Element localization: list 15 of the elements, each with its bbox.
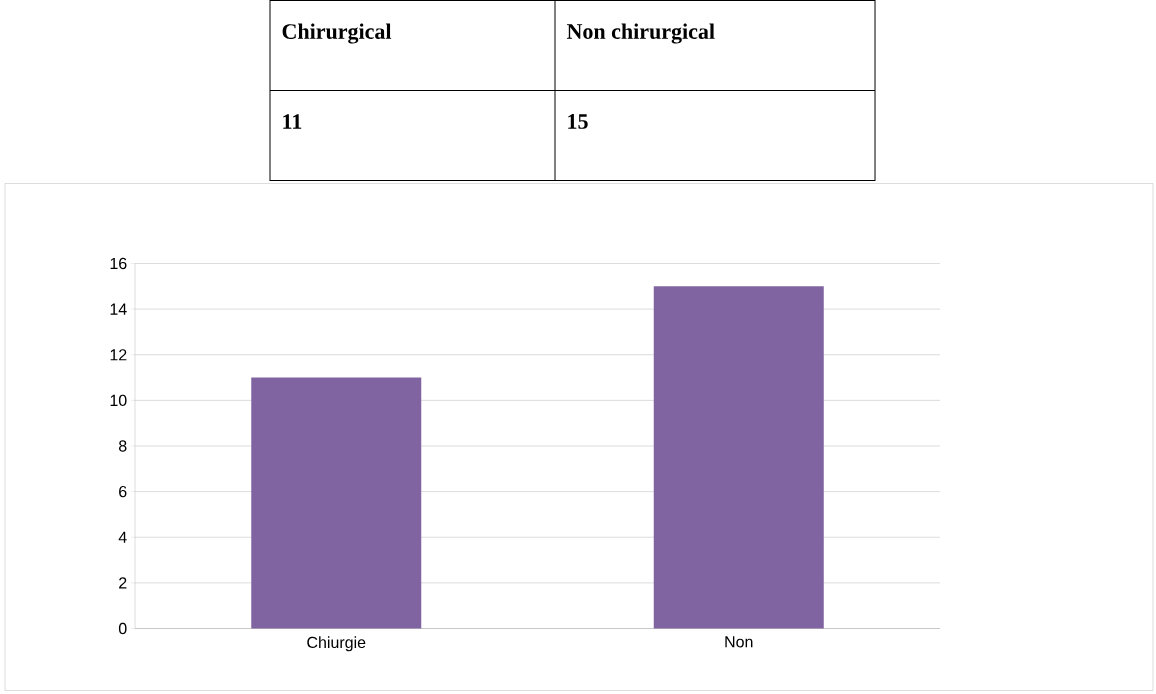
y-tick-label: 4 — [118, 531, 127, 543]
y-tick-label: 2 — [119, 577, 127, 589]
y-tick-label: 16 — [110, 258, 127, 270]
y-tick-label: 10 — [110, 394, 127, 407]
x-tick-label: Non — [725, 636, 753, 648]
y-tick-label: 12 — [110, 349, 127, 361]
y-tick-label: 0 — [118, 623, 127, 635]
data-label: 15 — [568, 114, 588, 130]
y-tick-label: 8 — [118, 440, 127, 452]
y-tick-label: 14 — [110, 303, 127, 315]
text: Chirurgical — [282, 23, 392, 44]
text: Non chirurgical — [566, 23, 715, 44]
y-tick-label: 6 — [119, 486, 127, 498]
data-label: 11 — [283, 114, 302, 129]
x-tick-label: Chiurgie — [307, 636, 366, 652]
